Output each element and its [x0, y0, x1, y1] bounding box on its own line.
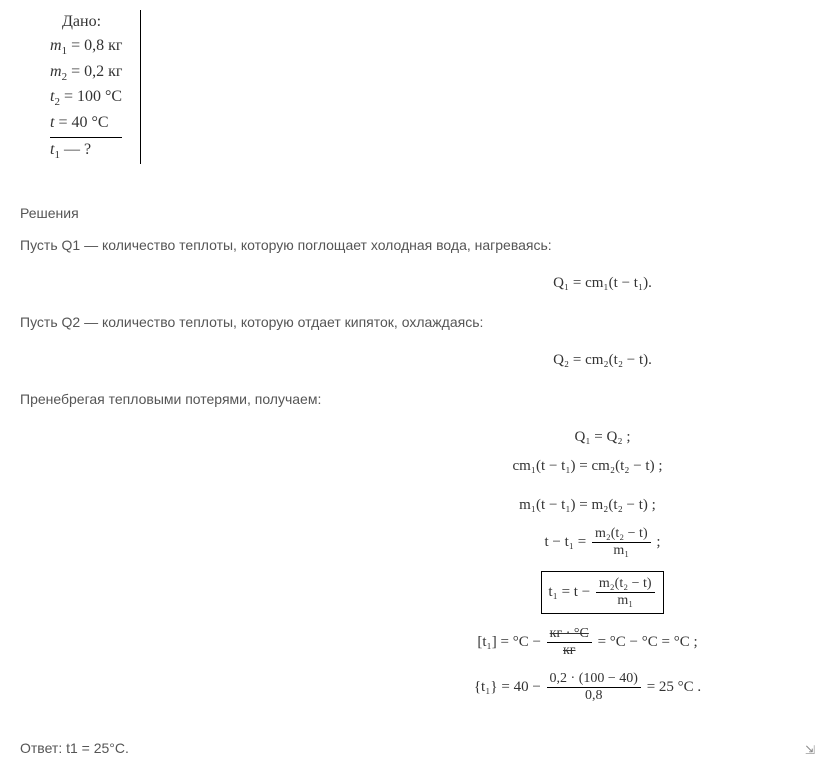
eq-dimensional: [t₁] = °C − кг · °C кг = °C − °C = °C ;	[477, 626, 697, 659]
resize-icon: ⇲	[805, 743, 815, 757]
equation-q2: Q₂ = cm₂(t₂ − t).	[553, 352, 652, 369]
text-neglecting: Пренебрегая тепловыми потерями, получаем…	[20, 391, 805, 407]
given-line-5: t1 — ?	[50, 137, 122, 164]
eq-final-boxed: t₁ = t − m₂(t₂ − t) m₁	[541, 571, 663, 614]
given-line-1: m1 = 0,8 кг	[50, 34, 122, 60]
eq-expanded: cm₁(t − t₁) = cm₂(t₂ − t) ;	[512, 458, 662, 475]
given-line-3: t2 = 100 °C	[50, 85, 122, 111]
solutions-heading: Решения	[20, 205, 805, 221]
given-line-2: m2 = 0,2 кг	[50, 60, 122, 86]
eq-cancel-c: m₁(t − t₁) = m₂(t₂ − t) ;	[519, 497, 656, 514]
given-line-4: t = 40 °C	[50, 111, 122, 135]
eq-equality: Q₁ = Q₂ ;	[574, 429, 630, 446]
text-q1: Пусть Q1 — количество теплоты, которую п…	[20, 237, 805, 253]
derivation-block: Q₁ = Q₂ ; cm₁(t − t₁) = cm₂(t₂ − t) ; m₁…	[20, 423, 805, 710]
text-q2: Пусть Q2 — количество теплоты, которую о…	[20, 314, 805, 330]
given-title: Дано:	[62, 10, 122, 34]
eq-solve-diff: t − t₁ = m₂(t₂ − t) m₁ ;	[544, 526, 660, 559]
answer-line: Ответ: t1 = 25°C.	[20, 740, 805, 756]
equation-q1: Q₁ = cm₁(t − t₁).	[553, 275, 652, 292]
given-data-block: Дано: m1 = 0,8 кг m2 = 0,2 кг t2 = 100 °…	[50, 10, 141, 164]
eq-numeric: {t₁} = 40 − 0,2 · (100 − 40) 0,8 = 25 °C…	[474, 671, 701, 704]
